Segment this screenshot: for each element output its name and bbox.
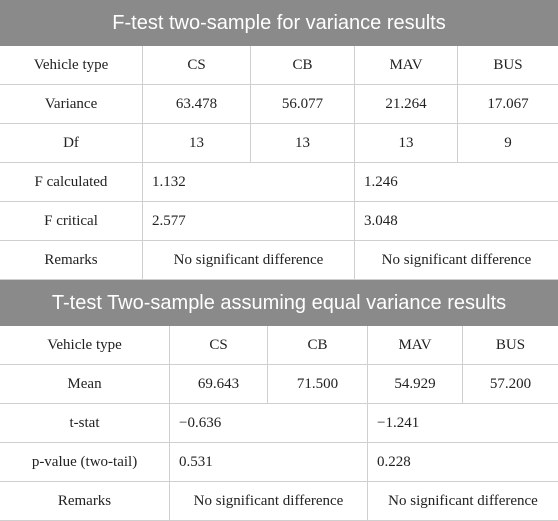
cell: 13: [251, 124, 355, 163]
cell: 54.929: [368, 365, 463, 404]
cell: No significant difference: [143, 241, 355, 280]
row-label: Remarks: [0, 482, 170, 521]
cell: No significant difference: [355, 241, 558, 280]
cell: No significant difference: [170, 482, 368, 521]
cell: CS: [143, 46, 251, 85]
cell: 69.643: [170, 365, 268, 404]
section-title: T-test Two-sample assuming equal varianc…: [0, 280, 558, 326]
cell: 63.478: [143, 85, 251, 124]
row-label: Vehicle type: [0, 46, 143, 85]
cell: MAV: [368, 326, 463, 365]
cell: BUS: [458, 46, 558, 85]
cell: 13: [143, 124, 251, 163]
cell: 0.531: [170, 443, 368, 482]
cell: 13: [355, 124, 458, 163]
row-label: Df: [0, 124, 143, 163]
cell: 3.048: [355, 202, 558, 241]
row-label: t-stat: [0, 404, 170, 443]
cell: −0.636: [170, 404, 368, 443]
row-label: p-value (two-tail): [0, 443, 170, 482]
cell: 17.067: [458, 85, 558, 124]
cell: 71.500: [268, 365, 368, 404]
cell: CB: [251, 46, 355, 85]
row-label: Mean: [0, 365, 170, 404]
cell: 57.200: [463, 365, 558, 404]
cell: 9: [458, 124, 558, 163]
cell: 1.246: [355, 163, 558, 202]
cell: 2.577: [143, 202, 355, 241]
cell: CS: [170, 326, 268, 365]
cell: BUS: [463, 326, 558, 365]
row-label: F calculated: [0, 163, 143, 202]
cell: 1.132: [143, 163, 355, 202]
row-label: Variance: [0, 85, 143, 124]
cell: CB: [268, 326, 368, 365]
row-label: Vehicle type: [0, 326, 170, 365]
row-label: Remarks: [0, 241, 143, 280]
cell: 21.264: [355, 85, 458, 124]
section-title: F-test two-sample for variance results: [0, 0, 558, 46]
row-label: F critical: [0, 202, 143, 241]
cell: 0.228: [368, 443, 558, 482]
cell: MAV: [355, 46, 458, 85]
cell: 56.077: [251, 85, 355, 124]
cell: −1.241: [368, 404, 558, 443]
cell: No significant difference: [368, 482, 558, 521]
